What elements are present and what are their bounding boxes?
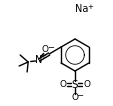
Text: O: O: [71, 93, 78, 102]
Text: Na: Na: [75, 4, 88, 14]
Text: O: O: [59, 80, 66, 89]
Text: −: −: [46, 43, 53, 52]
Text: N: N: [35, 55, 42, 65]
Text: +: +: [40, 54, 46, 59]
Text: O: O: [83, 80, 90, 89]
Text: S: S: [71, 80, 78, 89]
Text: −: −: [76, 91, 83, 100]
Text: O: O: [41, 45, 48, 54]
Text: +: +: [86, 4, 92, 10]
